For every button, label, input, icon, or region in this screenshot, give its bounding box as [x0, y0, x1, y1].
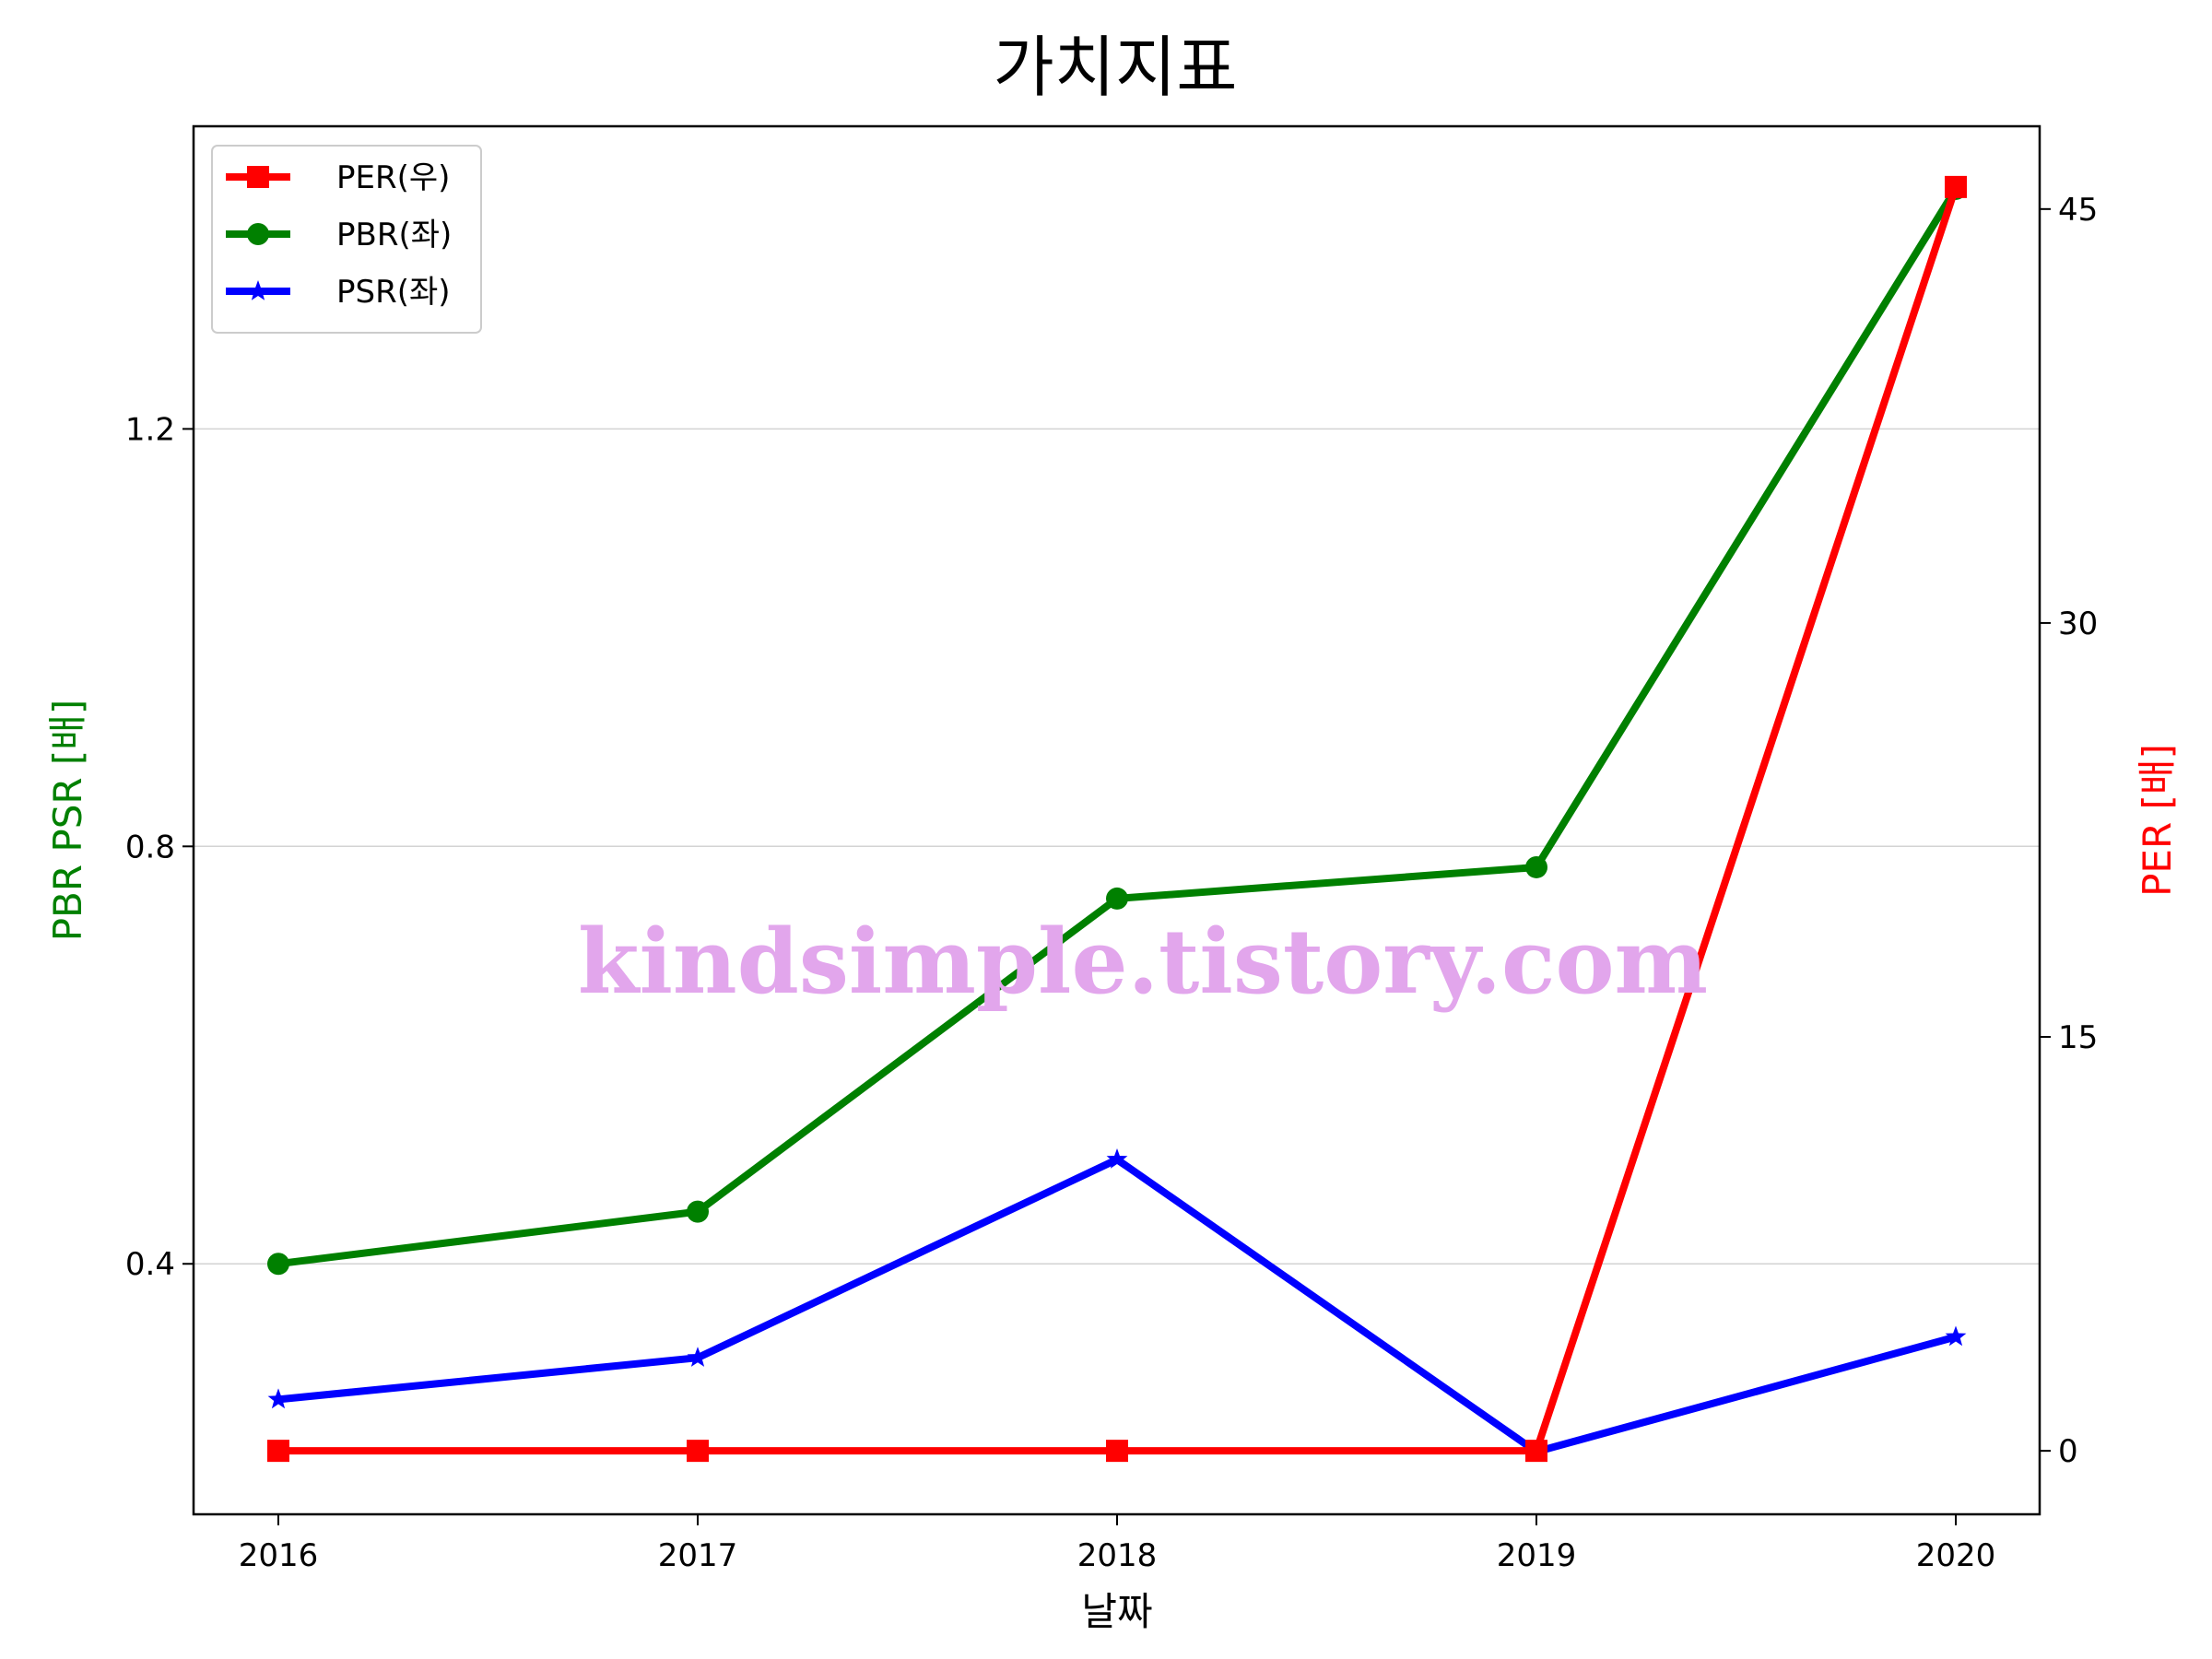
data-point	[687, 1440, 709, 1463]
series-circle	[267, 177, 1967, 1276]
x-axis: 2016 2017 2018 2019 2020	[239, 1514, 1996, 1574]
data-point	[1945, 175, 1967, 198]
right-tick-label: 0	[2058, 1433, 2078, 1470]
data-point	[1106, 1440, 1128, 1463]
data-point	[687, 1347, 709, 1367]
series-square	[267, 175, 1967, 1463]
legend-label: PSR(좌)	[336, 274, 451, 311]
data-point	[1945, 1325, 1967, 1347]
x-tick-label: 2016	[239, 1537, 319, 1574]
left-tick-label: 0.8	[125, 829, 175, 865]
left-tick-label: 1.2	[125, 411, 175, 448]
x-tick-label: 2019	[1497, 1537, 1577, 1574]
series-layer	[267, 175, 1967, 1463]
legend-marker	[247, 166, 269, 188]
legend-marker	[247, 280, 269, 300]
data-point	[1525, 855, 1547, 878]
x-tick-label: 2017	[658, 1537, 738, 1574]
data-point	[1106, 1148, 1128, 1169]
data-point	[1106, 887, 1128, 910]
legend-box	[211, 145, 482, 334]
series-line	[275, 184, 1959, 1268]
left-y-axis: 0.4 0.8 1.2	[125, 411, 194, 1283]
left-tick-label: 0.4	[125, 1246, 175, 1283]
legend: PER(우) PBR(좌) PSR(좌)	[211, 145, 482, 334]
right-y-axis: 0 15 30 45	[2040, 192, 2098, 1470]
data-point	[687, 1200, 709, 1223]
grid-lines	[194, 428, 2040, 1265]
series-star	[267, 1148, 1967, 1461]
right-tick-label: 15	[2058, 1019, 2098, 1056]
data-point	[1525, 1440, 1547, 1463]
data-point	[267, 1253, 289, 1276]
plot-area	[192, 124, 2041, 1516]
watermark: kindsimple.tistory.com	[578, 910, 1708, 1014]
left-y-axis-label: PBR PSR [배]	[45, 700, 90, 942]
x-tick-label: 2018	[1077, 1537, 1158, 1574]
data-point	[267, 1388, 289, 1409]
series-line	[275, 1156, 1959, 1456]
legend-label: PER(우)	[336, 159, 450, 196]
right-y-axis-label: PER [배]	[2135, 744, 2180, 897]
x-tick-label: 2020	[1916, 1537, 1996, 1574]
legend-label: PBR(좌)	[336, 217, 452, 253]
right-tick-label: 30	[2058, 606, 2098, 642]
legend-marker	[247, 223, 269, 245]
series-line	[275, 182, 1959, 1455]
right-tick-label: 45	[2058, 192, 2098, 229]
x-axis-label: 날짜	[1081, 1589, 1152, 1634]
chart-title: 가치지표	[994, 29, 1238, 106]
data-point	[267, 1440, 289, 1463]
